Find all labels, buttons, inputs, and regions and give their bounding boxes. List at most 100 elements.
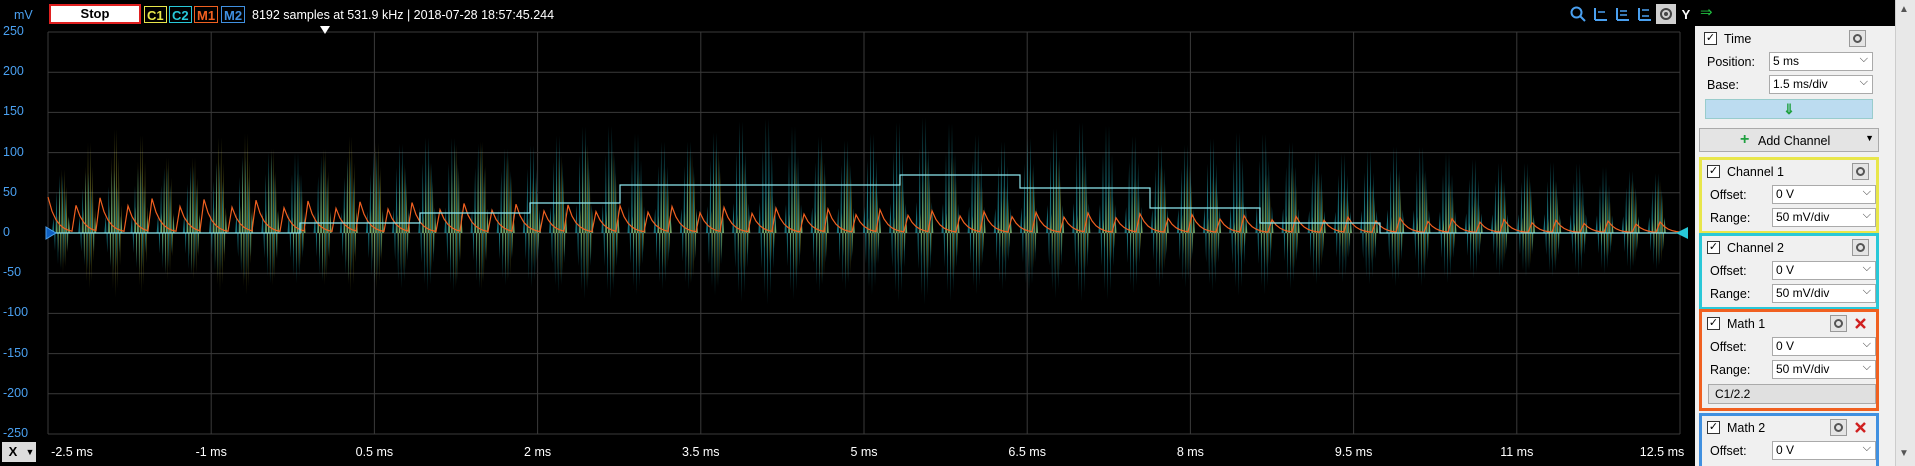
channel-1-burst xyxy=(631,170,646,273)
cursor-3-icon[interactable] xyxy=(1634,4,1654,24)
channel-1-range-label: Range: xyxy=(1710,211,1751,225)
channel-2-burst xyxy=(104,169,123,273)
channel-2-burst xyxy=(418,137,437,293)
x-axis-dropdown[interactable]: ▼ xyxy=(24,442,36,462)
channel-1-title: Channel 1 xyxy=(1727,165,1784,179)
cursor-2-icon[interactable] xyxy=(1612,4,1632,24)
channel-2-burst xyxy=(836,140,855,291)
channel-2-burst xyxy=(941,123,960,302)
zoom-icon[interactable] xyxy=(1568,4,1588,24)
channel-1-settings-icon[interactable] xyxy=(1852,163,1869,180)
settings-icon[interactable] xyxy=(1656,4,1676,24)
channel-2-burst xyxy=(810,136,829,293)
time-checkbox[interactable]: ✓ xyxy=(1704,32,1717,45)
panel-scrollbar[interactable]: ▲ ▼ xyxy=(1895,0,1915,466)
cursor-1-icon[interactable] xyxy=(1590,4,1610,24)
channel-1-burst xyxy=(186,157,201,280)
waveform-plot[interactable] xyxy=(0,26,1695,441)
channel-1-burst xyxy=(317,148,332,286)
add-channel-button[interactable]: + Add Channel ▼ xyxy=(1699,128,1879,152)
channel-1-burst xyxy=(1364,184,1379,264)
apply-time-button[interactable]: ⇓ xyxy=(1705,99,1873,119)
channel-2-section: ✓ Channel 2 Offset: 0 V Range: 50 mV/div xyxy=(1699,233,1879,310)
time-settings-icon[interactable] xyxy=(1849,30,1866,47)
channel-2-burst xyxy=(1046,128,1065,298)
channel-2-burst xyxy=(1490,163,1509,277)
y-mode-button[interactable]: Y xyxy=(1681,6,1691,22)
channel-2-burst xyxy=(1360,150,1379,285)
y-tick-label: 250 xyxy=(3,24,24,38)
x-tick-label: -2.5 ms xyxy=(51,445,93,459)
math-2-settings-icon[interactable] xyxy=(1830,419,1847,436)
y-tick-label: -250 xyxy=(3,426,29,440)
channel-2-burst xyxy=(1569,163,1588,277)
channel-2-burst xyxy=(1412,147,1431,287)
channel-2-burst xyxy=(1124,136,1143,294)
math-1-formula-input[interactable]: C1/2.2 xyxy=(1708,384,1876,404)
scroll-down-icon[interactable]: ▼ xyxy=(1899,448,1909,459)
channel-2-range-label: Range: xyxy=(1710,287,1751,301)
channel-1-burst xyxy=(762,181,777,265)
math-2-offset-select[interactable]: 0 V xyxy=(1772,440,1876,460)
channel-2-burst xyxy=(1621,170,1640,272)
math-1-offset-select[interactable]: 0 V xyxy=(1772,336,1876,356)
math-1-delete-icon[interactable] xyxy=(1852,315,1869,332)
math-1-settings-icon[interactable] xyxy=(1830,315,1847,332)
channel-1-burst xyxy=(1076,165,1091,276)
channel-2-burst xyxy=(627,133,646,295)
channel-2-tag[interactable]: C2 xyxy=(169,6,192,23)
panel-header: ⇒ xyxy=(1695,0,1895,26)
channel-2-burst xyxy=(1020,137,1038,293)
channel-1-tag[interactable]: C1 xyxy=(144,6,167,23)
y-tick-label: 50 xyxy=(3,184,17,199)
position-select[interactable]: 5 ms xyxy=(1769,51,1873,71)
channel-1-burst xyxy=(1180,164,1195,276)
math-2-checkbox[interactable]: ✓ xyxy=(1707,421,1720,434)
x-tick-label: 8 ms xyxy=(1176,445,1204,459)
arrow-right-icon[interactable]: ⇒ xyxy=(1700,4,1713,21)
math-2-delete-icon[interactable] xyxy=(1852,419,1869,436)
channel-2-burst xyxy=(235,156,254,281)
math-1-trace xyxy=(47,196,1681,234)
math-1-checkbox[interactable]: ✓ xyxy=(1707,317,1720,330)
channel-1-offset-label: Offset: xyxy=(1710,188,1747,202)
control-panel: ⇒ ▲ ▼ ✓ Time Position: 5 ms Base: 1.5 ms… xyxy=(1695,0,1915,466)
channel-1-burst xyxy=(56,169,70,273)
channel-2-burst xyxy=(706,132,724,296)
channel-1-range-select[interactable]: 50 mV/div xyxy=(1772,207,1876,227)
caret-down-icon[interactable]: ▼ xyxy=(1865,133,1874,143)
scroll-up-icon[interactable]: ▲ xyxy=(1899,4,1909,15)
y-tick-label: 150 xyxy=(3,104,24,119)
y-tick-label: 200 xyxy=(3,64,24,79)
channel-1-burst xyxy=(1311,172,1326,271)
channel-1-burst xyxy=(788,161,803,278)
stop-button[interactable]: Stop xyxy=(49,4,141,24)
time-section: ✓ Time Position: 5 ms Base: 1.5 ms/div ⇓ xyxy=(1699,27,1879,119)
channel-2-checkbox[interactable]: ✓ xyxy=(1707,241,1720,254)
channel-2-burst xyxy=(1098,125,1117,300)
math-1-range-select[interactable]: 50 mV/div xyxy=(1772,359,1876,379)
channel-1-checkbox[interactable]: ✓ xyxy=(1707,165,1720,178)
channel-2-offset-label: Offset: xyxy=(1710,264,1747,278)
channel-1-burst xyxy=(1651,179,1666,266)
channel-2-range-select[interactable]: 50 mV/div xyxy=(1772,283,1876,303)
channel-1-burst xyxy=(553,154,568,282)
channel-1-offset-select[interactable]: 0 V xyxy=(1772,184,1876,204)
channel-1-burst xyxy=(867,176,881,269)
channel-2-settings-icon[interactable] xyxy=(1852,239,1869,256)
channel-2-burst xyxy=(313,155,332,282)
base-select[interactable]: 1.5 ms/div xyxy=(1769,74,1873,94)
channel-1-burst xyxy=(657,167,672,274)
plot-area[interactable]: 250 200 150 100 50 0 -50 -100 -150 -200 -250 xyxy=(0,24,1695,441)
math-1-tag[interactable]: M1 xyxy=(194,6,219,23)
math-2-tag[interactable]: M2 xyxy=(221,6,246,23)
x-axis-button[interactable]: X xyxy=(2,442,24,462)
channel-2-offset-select[interactable]: 0 V xyxy=(1772,260,1876,280)
right-offset-marker-icon xyxy=(1676,227,1688,239)
channel-2-burst xyxy=(601,126,620,300)
y-tick-label: -200 xyxy=(3,385,29,400)
channel-1-burst xyxy=(1599,189,1614,260)
channel-2-burst xyxy=(993,141,1012,290)
x-tick-label: 12.5 ms xyxy=(1639,445,1685,459)
channel-2-burst xyxy=(679,141,698,290)
